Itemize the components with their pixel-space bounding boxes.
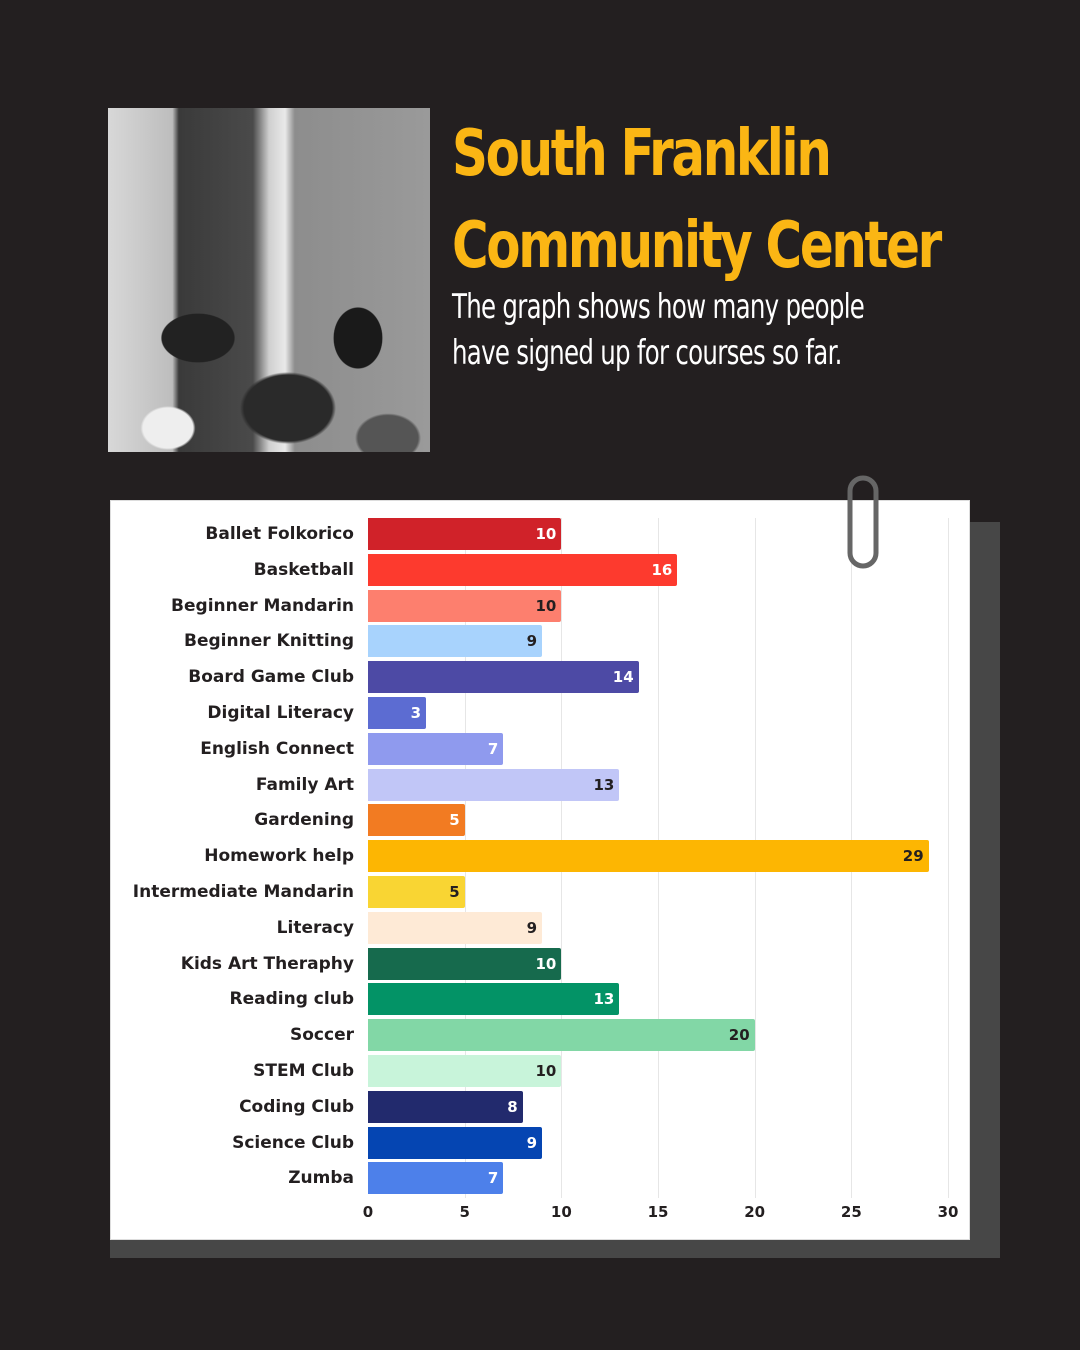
- bar: 20: [368, 1019, 755, 1052]
- x-tick-label: 0: [362, 1203, 374, 1221]
- bar-value-label: 9: [526, 1133, 537, 1152]
- bar: 29: [368, 840, 929, 873]
- page-title: South Franklin Community Center: [452, 108, 942, 292]
- category-label: Ballet Folkorico: [205, 524, 354, 544]
- category-label: Board Game Club: [188, 667, 354, 688]
- bar-value-label: 5: [449, 883, 460, 901]
- bar: 13: [368, 768, 620, 801]
- title-line-1: South Franklin: [452, 117, 832, 191]
- category-label: Digital Literacy: [207, 703, 354, 723]
- bar: 14: [368, 661, 639, 694]
- gridline: [948, 518, 949, 1198]
- x-tick-label: 25: [840, 1203, 862, 1221]
- bar-value-label: 8: [507, 1097, 518, 1116]
- bar-value-label: 10: [535, 525, 557, 543]
- category-label: STEM Club: [253, 1061, 354, 1081]
- bar-value-label: 7: [487, 1169, 499, 1188]
- bar: 10: [368, 947, 562, 980]
- category-label: Gardening: [254, 810, 354, 831]
- x-tick-label: 30: [937, 1203, 959, 1221]
- bar: 7: [368, 1162, 504, 1195]
- bar: 5: [368, 876, 465, 908]
- bar: 10: [368, 518, 562, 550]
- bar-value-label: 13: [593, 775, 615, 794]
- category-label: Beginner Knitting: [184, 631, 354, 652]
- page-subtitle: The graph shows how many people have sig…: [452, 284, 865, 376]
- bar-value-label: 5: [449, 811, 460, 830]
- bar-value-label: 20: [728, 1026, 750, 1045]
- category-label: Basketball: [253, 559, 354, 580]
- bar-chart: 10 16 10 9 14 3 7 13 5 29 5 9 10 13 20 10 8 9 7: [368, 518, 949, 1198]
- subtitle-line-1: The graph shows how many people: [452, 287, 865, 327]
- bar-value-label: 10: [535, 1062, 557, 1080]
- bar-value-label: 13: [593, 990, 615, 1009]
- x-tick-label: 20: [744, 1203, 766, 1221]
- x-tick-label: 10: [550, 1203, 572, 1221]
- bar: 16: [368, 553, 678, 586]
- category-label: Soccer: [290, 1025, 354, 1046]
- bar: 13: [368, 983, 620, 1016]
- bar-value-label: 3: [410, 704, 421, 722]
- category-label: Homework help: [204, 846, 354, 867]
- bar-value-label: 9: [526, 632, 537, 651]
- bar-value-label: 16: [651, 560, 673, 579]
- bar-value-label: 29: [902, 847, 924, 866]
- bar: 7: [368, 732, 504, 765]
- x-tick-label: 5: [459, 1203, 470, 1221]
- subtitle-line-2: have signed up for courses so far.: [452, 333, 842, 373]
- bar-value-label: 9: [526, 918, 537, 937]
- bar: 10: [368, 589, 562, 622]
- category-label: Zumba: [288, 1168, 354, 1189]
- category-label: Kids Art Theraphy: [180, 953, 354, 974]
- bar: 8: [368, 1090, 523, 1123]
- bar-value-label: 7: [487, 739, 499, 758]
- bar-value-label: 10: [535, 954, 557, 973]
- bar-value-label: 14: [612, 668, 634, 687]
- bar: 10: [368, 1055, 562, 1087]
- category-label: Literacy: [276, 917, 354, 938]
- title-line-2: Community Center: [452, 209, 942, 283]
- bar: 3: [368, 697, 426, 729]
- category-label: Science Club: [232, 1132, 354, 1153]
- category-label: Reading club: [229, 989, 354, 1010]
- bar-value-label: 10: [535, 596, 557, 615]
- bar: 5: [368, 804, 465, 837]
- bar: 9: [368, 1126, 542, 1159]
- category-label: English Connect: [200, 738, 354, 759]
- category-label: Beginner Mandarin: [171, 595, 354, 616]
- category-label: Intermediate Mandarin: [132, 882, 354, 902]
- bar: 9: [368, 911, 542, 944]
- bar: 9: [368, 625, 542, 658]
- category-label: Family Art: [255, 774, 354, 795]
- community-photo: [108, 108, 430, 452]
- x-tick-label: 15: [647, 1203, 669, 1221]
- paperclip-icon: [847, 475, 879, 569]
- category-label: Coding Club: [239, 1096, 354, 1117]
